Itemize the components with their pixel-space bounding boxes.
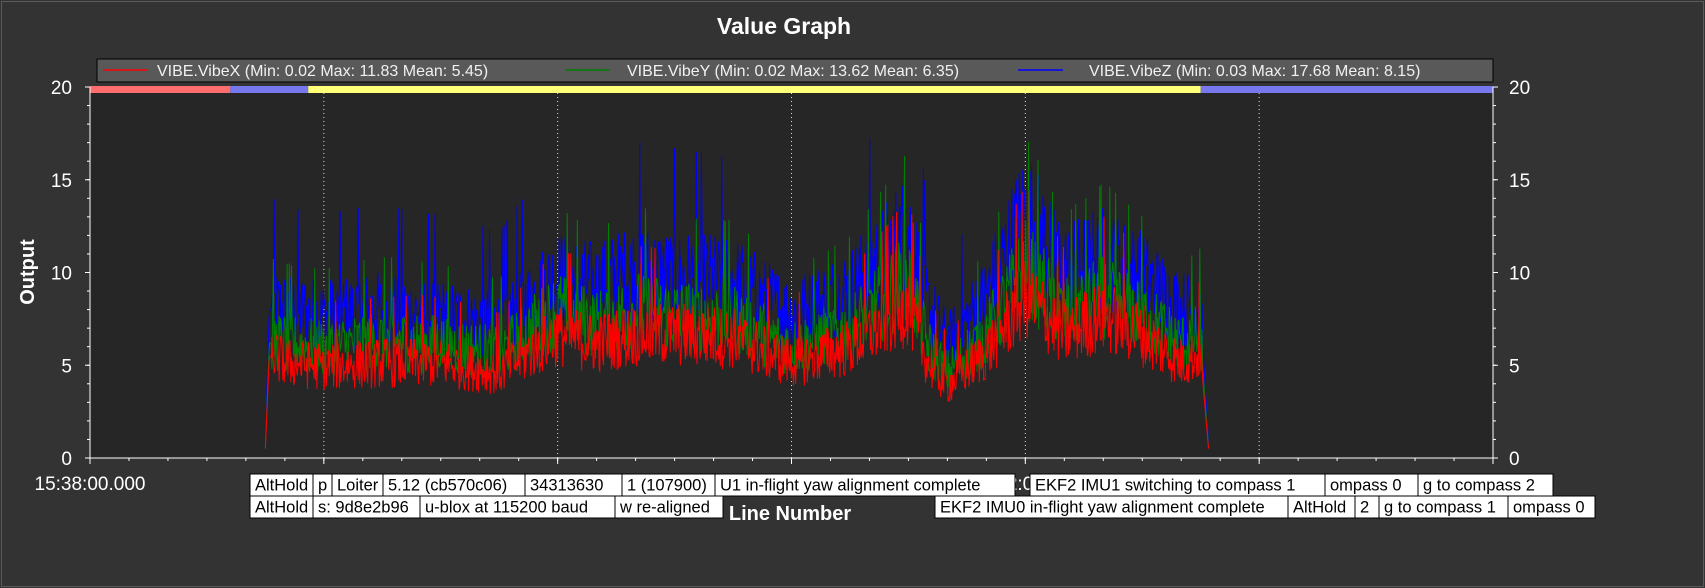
annotation-bottom-text: s: 9d8e2b96 xyxy=(318,499,409,517)
legend-entry: VIBE.VibeZ (Min: 0.03 Max: 17.68 Mean: 8… xyxy=(1089,63,1420,80)
chart-title: Value Graph xyxy=(717,13,851,39)
plot-area xyxy=(90,86,1493,458)
plot-background xyxy=(90,87,1493,458)
mode-band-1 xyxy=(230,86,309,93)
y-tick-label: 5 xyxy=(61,356,72,377)
legend-box xyxy=(96,58,1494,83)
annotation-bottom-text: w re-aligned xyxy=(619,499,710,517)
y-tick-label: 15 xyxy=(51,171,72,192)
annotation-top-box xyxy=(714,473,1016,497)
annotation-top-text: Loiter xyxy=(337,477,379,495)
y-tick-label: 0 xyxy=(61,449,72,470)
annotation-top-text: AltHold xyxy=(255,477,308,495)
annotation-bottom-text: EKF2 IMU0 in-flight yaw alignment comple… xyxy=(940,499,1265,517)
y-tick-label-right: 20 xyxy=(1509,78,1530,99)
annotation-bottom-text: ompass 0 xyxy=(1513,499,1585,517)
legend-entry: VIBE.VibeX (Min: 0.02 Max: 11.83 Mean: 5… xyxy=(157,63,488,80)
mode-band-0 xyxy=(90,86,231,93)
annotations: AltHold p Loiter 5.12 (cb570c06) 34313630 1 (… xyxy=(249,473,1596,519)
mode-band-2 xyxy=(308,86,1201,93)
annotation-bottom-text: AltHold xyxy=(1293,499,1346,517)
annotation-top-text: U1 in-flight yaw alignment complete xyxy=(720,477,980,495)
annotation-bottom-box xyxy=(1507,495,1596,519)
y-tick-label: 10 xyxy=(51,264,72,285)
legend-entry: VIBE.VibeY (Min: 0.02 Max: 13.62 Mean: 6… xyxy=(627,63,959,80)
mode-band-3 xyxy=(1200,86,1493,93)
legend: VIBE.VibeX (Min: 0.02 Max: 11.83 Mean: 5… xyxy=(96,58,1494,83)
annotation-bottom-text: AltHold xyxy=(255,499,308,517)
y-tick-label-right: 15 xyxy=(1509,171,1530,192)
x-axis-title: Line Number xyxy=(729,503,851,525)
annotation-bottom-text: g to compass 1 xyxy=(1384,499,1496,517)
y-tick-label-right: 10 xyxy=(1509,264,1530,285)
annotation-top-text: p xyxy=(318,477,327,495)
y-tick-label-right: 0 xyxy=(1509,449,1520,470)
annotation-top-text: EKF2 IMU1 switching to compass 1 xyxy=(1035,477,1295,495)
annotation-top-text: ompass 0 xyxy=(1330,477,1402,495)
annotation-bottom-box xyxy=(614,495,724,519)
annotation-top-text: 5.12 (cb570c06) xyxy=(388,477,507,495)
x-tick-label: 15:38:00.000 xyxy=(35,474,146,495)
series-line-vibe-vibex xyxy=(264,190,1209,449)
annotation-bottom-text: 2 xyxy=(1360,499,1369,517)
annotation-bottom-text: u-blox at 115200 baud xyxy=(425,499,588,517)
y-axis-title: Output xyxy=(17,239,39,305)
y-tick-label: 20 xyxy=(51,78,72,99)
y-tick-label-right: 5 xyxy=(1509,356,1520,377)
annotation-top-text: 1 (107900) xyxy=(627,477,707,495)
annotation-top-text: 34313630 xyxy=(530,477,603,495)
annotation-top-text: g to compass 2 xyxy=(1423,477,1535,495)
